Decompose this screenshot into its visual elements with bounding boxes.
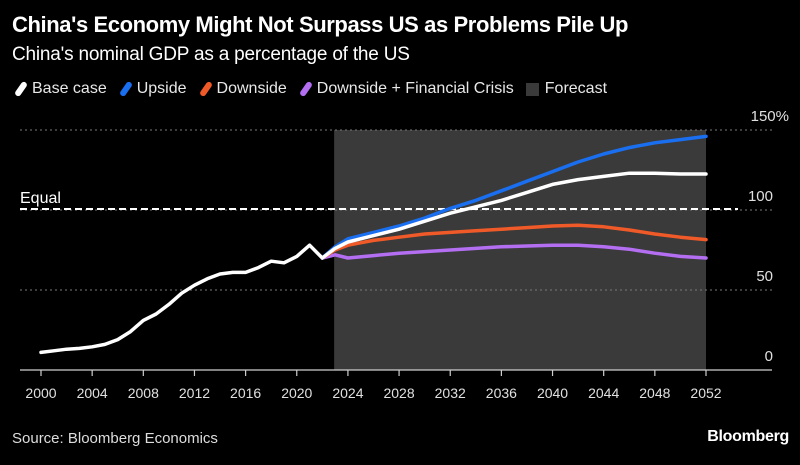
series-lines bbox=[39, 134, 708, 355]
series-line-base-case bbox=[39, 171, 708, 355]
forecast-region-group bbox=[334, 130, 706, 370]
series-line-upside bbox=[320, 134, 708, 260]
x-tick-label: 2048 bbox=[639, 385, 670, 401]
legend-item-financial-crisis: Downside + Financial Crisis bbox=[298, 80, 514, 98]
equal-label: Equal bbox=[20, 190, 61, 207]
forecast-region bbox=[334, 130, 706, 370]
x-tick-label: 2044 bbox=[588, 385, 619, 401]
legend-label: Upside bbox=[136, 80, 187, 97]
series-line-downside bbox=[320, 223, 708, 260]
legend-label: Base case bbox=[32, 80, 107, 97]
source-note: Source: Bloomberg Economics bbox=[12, 430, 218, 447]
legend-label: Downside + Financial Crisis bbox=[316, 80, 514, 97]
y-axis-labels: 0 50 100 150% bbox=[748, 108, 789, 365]
legend-item-upside: Upside bbox=[118, 80, 187, 98]
legend-swatch-forecast bbox=[525, 82, 539, 96]
legend-item-downside: Downside bbox=[198, 80, 287, 98]
x-tick-label: 2004 bbox=[77, 385, 108, 401]
legend-label: Downside bbox=[216, 80, 287, 97]
y-tick-label: 150% bbox=[751, 108, 789, 125]
series-line-downside-financial-crisis bbox=[320, 243, 708, 260]
legend-label: Forecast bbox=[544, 80, 608, 97]
x-tick-label: 2008 bbox=[128, 385, 159, 401]
x-tick-label: 2000 bbox=[25, 385, 56, 401]
y-tick-label: 50 bbox=[756, 268, 773, 285]
legend-item-forecast: Forecast bbox=[525, 80, 608, 98]
x-axis: 2000 2004 2008 2012 2016 2020 2024 2028 2032 2036… bbox=[20, 369, 772, 401]
x-tick-label: 2040 bbox=[537, 385, 568, 401]
legend: Base case Upside Downside Downside + Fin… bbox=[13, 80, 619, 98]
x-tick-label: 2012 bbox=[179, 385, 210, 401]
y-tick-label: 0 bbox=[765, 348, 773, 365]
y-tick-label: 100 bbox=[748, 188, 773, 205]
x-tick-label: 2024 bbox=[332, 385, 363, 401]
chart-subtitle: China's nominal GDP as a percentage of t… bbox=[12, 44, 410, 65]
x-tick-label: 2020 bbox=[281, 385, 312, 401]
legend-item-base-case: Base case bbox=[13, 80, 107, 98]
x-tick-label: 2032 bbox=[435, 385, 466, 401]
equal-reference-group: Equal bbox=[20, 190, 738, 210]
chart-title: China's Economy Might Not Surpass US as … bbox=[12, 12, 629, 37]
bloomberg-logo: Bloomberg bbox=[707, 428, 789, 445]
x-tick-label: 2016 bbox=[230, 385, 261, 401]
x-tick-label: 2052 bbox=[690, 385, 721, 401]
x-tick-label: 2036 bbox=[486, 385, 517, 401]
x-tick-label: 2028 bbox=[383, 385, 414, 401]
